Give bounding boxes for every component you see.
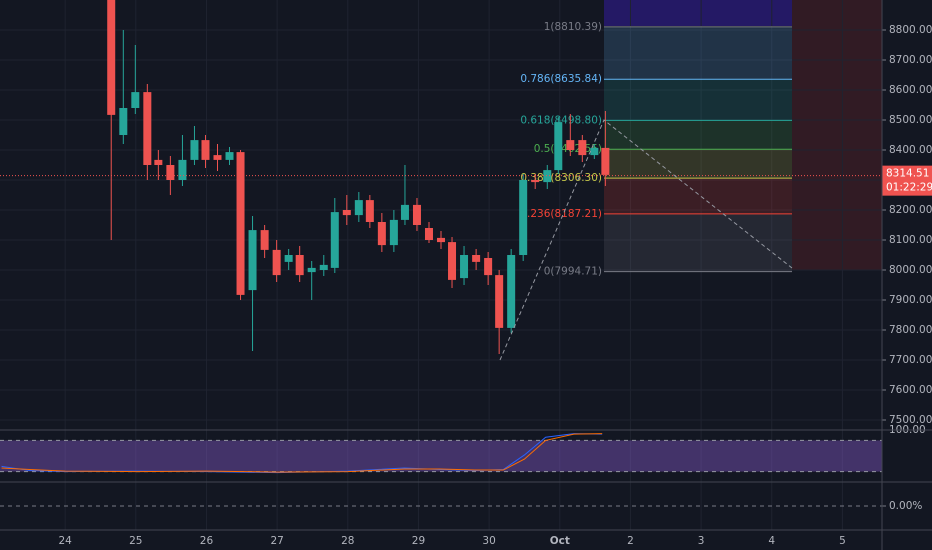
last-price-tag (882, 165, 932, 196)
fib-band (604, 26, 792, 80)
candle-body (566, 140, 575, 151)
candle-body (412, 204, 421, 226)
candle-body (400, 204, 409, 220)
candle-body (225, 152, 234, 160)
candle-body (437, 237, 445, 243)
candle-body (365, 200, 374, 223)
y-tick-label: 7900.00 (889, 294, 932, 306)
fib-band (604, 120, 792, 150)
shade-region (792, 0, 882, 270)
candle-body (201, 140, 210, 160)
y-tick-label: 8500.00 (889, 114, 932, 126)
x-tick-label: 30 (482, 535, 495, 547)
fib-band (604, 178, 792, 214)
candle-body (519, 180, 528, 256)
y-tick-label: 8600.00 (889, 84, 932, 96)
fib-label: 0(7994.71) (544, 266, 602, 278)
candle-body (330, 212, 339, 268)
candle-body (448, 242, 457, 280)
y-tick-label: 0.00% (889, 500, 922, 512)
candle-body (260, 230, 269, 250)
candle-body (601, 147, 610, 175)
x-tick-label: Oct (550, 535, 570, 547)
y-tick-label: 8800.00 (889, 24, 932, 36)
candle-body (319, 264, 328, 271)
candle-body (389, 219, 398, 246)
candle-body (178, 159, 187, 181)
candle-body (272, 249, 281, 276)
candle-body (590, 147, 599, 156)
candle-body (495, 275, 504, 328)
candle-body (507, 255, 516, 328)
fib-label: 0.382(8306.30) (520, 172, 602, 184)
candle-body (107, 0, 116, 115)
candle-body (460, 255, 469, 279)
fib-top-band (604, 0, 792, 26)
y-tick-label: 8200.00 (889, 204, 932, 216)
x-tick-label: 27 (270, 535, 283, 547)
candle-body (424, 228, 433, 241)
x-tick-label: 28 (341, 535, 354, 547)
fib-label: 0.236(8187.21) (520, 208, 602, 220)
candle-body (213, 155, 222, 160)
fib-label: 0.618(8498.80) (520, 114, 602, 126)
fib-band (604, 213, 792, 272)
y-tick-label: 7600.00 (889, 384, 932, 396)
candle-body (295, 255, 304, 276)
fib-label: 1(8810.39) (544, 21, 602, 33)
y-tick-label: 7700.00 (889, 354, 932, 366)
candle-body (190, 140, 199, 160)
candle-body (166, 165, 175, 181)
candle-body (307, 267, 316, 273)
candle-body (484, 258, 493, 276)
data-layer (0, 0, 882, 474)
candle-body (236, 152, 245, 295)
fib-layer: 1(8810.39) 0.786(8635.84) 0.618(8498.80) 0.… (520, 21, 792, 278)
oscillator-band (0, 440, 882, 472)
x-tick-label: 3 (698, 535, 705, 547)
y-tick-label: 7800.00 (889, 324, 932, 336)
x-tick-label: 24 (58, 535, 72, 547)
candle-body (543, 170, 552, 183)
y-tick-label: 8700.00 (889, 54, 932, 66)
candle-body (154, 159, 163, 166)
y-tick-label: 8400.00 (889, 144, 932, 156)
fib-label: 0.786(8635.84) (520, 73, 602, 85)
x-tick-label: 29 (412, 535, 425, 547)
x-tick-label: 4 (768, 535, 775, 547)
fib-band (604, 149, 792, 179)
candle-body (284, 255, 293, 262)
candle-body (143, 92, 152, 166)
trend-line (499, 119, 793, 361)
x-tick-label: 26 (200, 535, 214, 547)
x-tick-label: 2 (627, 535, 634, 547)
fib-band (604, 79, 792, 121)
y-tick-label: 8100.00 (889, 234, 932, 246)
candle-body (342, 210, 351, 216)
candle-body (131, 92, 140, 109)
candle-body (354, 200, 363, 216)
candle-body (119, 108, 128, 136)
countdown-label: 01:22:29 (886, 182, 932, 194)
candle-body (377, 222, 386, 246)
oscillator-line (1, 433, 603, 473)
candle-body (578, 140, 587, 156)
candle-body (248, 230, 257, 291)
x-tick-label: 5 (839, 535, 846, 547)
y-tick-label: 7500.00 (889, 414, 932, 426)
candle-body (531, 180, 540, 183)
background-layer (604, 0, 882, 270)
axis-layer: 24 25 26 27 28 29 30 Oct 2 3 4 5 7500.00 7600.00 7700.… (58, 24, 932, 547)
last-price-label: 8314.51 (886, 168, 929, 180)
x-tick-label: 25 (129, 535, 142, 547)
candle-body (554, 122, 563, 171)
candle-body (472, 255, 481, 262)
y-tick-label: 8000.00 (889, 264, 932, 276)
